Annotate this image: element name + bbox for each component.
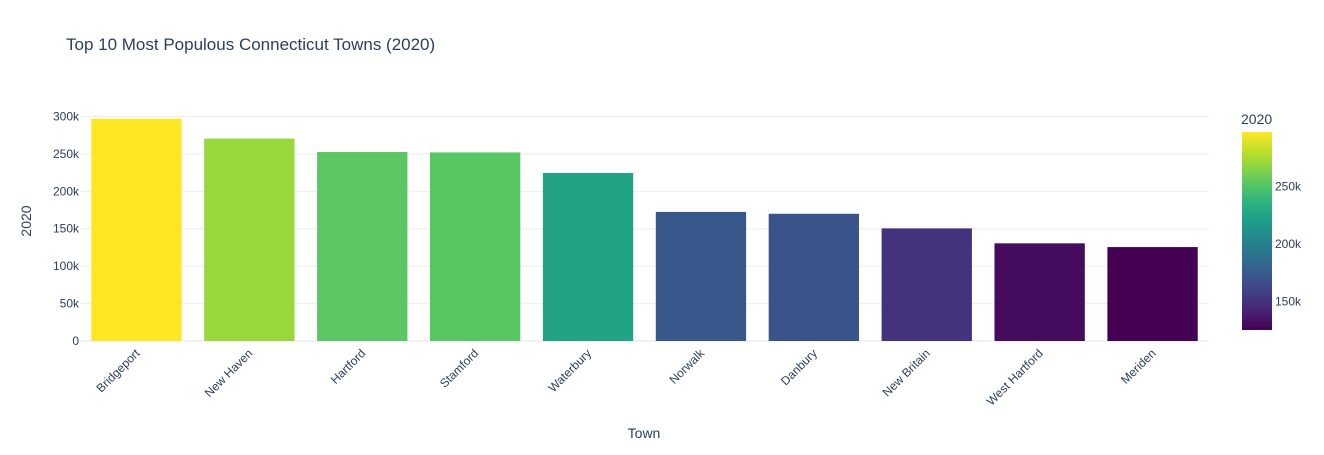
y-tick-label: 250k (53, 147, 80, 161)
colorbar-gradient (1242, 132, 1272, 330)
bar (429, 152, 521, 341)
bar (204, 138, 295, 341)
bar (542, 172, 634, 341)
x-tick-label: New Britain (880, 346, 933, 399)
x-axis: Bridgeport New Haven Hartford Stamford Water… (94, 346, 1159, 409)
y-tick-label: 150k (53, 222, 80, 236)
x-tick-label: Norwalk (667, 346, 708, 387)
y-tick-label: 100k (53, 259, 80, 273)
bar (317, 152, 408, 341)
y-tick-label: 300k (53, 109, 80, 123)
y-tick-label: 0 (72, 334, 79, 348)
x-tick-label: Bridgeport (94, 346, 144, 396)
y-tick-label: 200k (53, 184, 80, 198)
colorbar-title: 2020 (1241, 111, 1272, 127)
x-tick-label: Hartford (328, 346, 369, 387)
x-tick-label: Meriden (1118, 346, 1159, 387)
bar (994, 243, 1085, 341)
x-tick-label: Danbury (778, 346, 820, 388)
colorbar-tick-label: 200k (1275, 237, 1302, 251)
colorbar-tick-label: 250k (1275, 179, 1302, 193)
colorbar-tick-label: 150k (1275, 295, 1302, 309)
y-axis-title: 2020 (18, 205, 34, 236)
bar (655, 211, 747, 341)
y-tick-label: 50k (60, 297, 80, 311)
chart-title: Top 10 Most Populous Connecticut Towns (… (66, 35, 435, 54)
x-tick-label: Stamford (437, 346, 481, 390)
bar (91, 118, 182, 341)
bar (1107, 247, 1198, 341)
x-tick-label: West Hartford (984, 346, 1046, 408)
x-tick-label: New Haven (202, 346, 256, 400)
bar (881, 228, 972, 341)
bar (768, 213, 860, 341)
colorbar: 2020 150k 200k 250k (1241, 111, 1302, 330)
y-axis: 0 50k 100k 150k 200k 250k 300k (53, 109, 80, 348)
x-axis-title: Town (628, 425, 661, 441)
x-tick-label: Waterbury (545, 346, 594, 395)
bars (91, 118, 1198, 341)
